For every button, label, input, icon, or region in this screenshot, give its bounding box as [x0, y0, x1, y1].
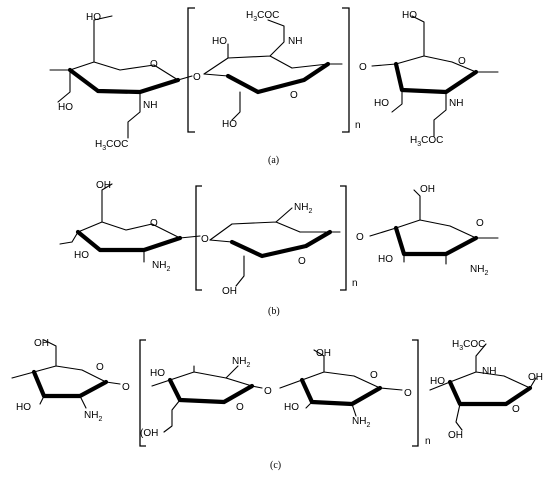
caption-a: (a): [268, 155, 279, 166]
ring-b2: NH2 OH O: [209, 202, 341, 297]
ring-c4: H3COC NH HO O OH OH: [429, 339, 543, 441]
label-ho: HO: [58, 102, 73, 113]
ring-c2: HO NH2 (OH O: [140, 356, 263, 439]
label-ho: HO: [374, 98, 389, 109]
label-ring-o: O: [458, 56, 466, 67]
label-ho: HO: [212, 36, 227, 47]
label-nh2: NH2: [232, 356, 250, 369]
label-oh: OH: [316, 348, 331, 359]
label-ho: HO: [378, 254, 393, 265]
bracket-left: [195, 185, 202, 291]
label-ring-o: O: [512, 404, 520, 415]
label-nh2: NH2: [84, 410, 102, 423]
ring-a3: HO O HO NH H3COC: [371, 10, 499, 148]
bracket-right: [342, 7, 350, 133]
label-nh2: NH2: [294, 202, 312, 215]
label-ring-o: O: [370, 370, 378, 381]
label-glycosidic-o: O: [356, 232, 364, 243]
label-oh: OH: [448, 430, 463, 441]
label-glycosidic-o: O: [264, 386, 272, 397]
label-ring-o: O: [96, 362, 104, 373]
repeat-index-n: n: [355, 120, 361, 131]
label-glycosidic-o: O: [359, 62, 367, 73]
label-oh: OH: [222, 286, 237, 297]
label-ho: HO: [402, 10, 417, 21]
repeat-index-n: n: [352, 278, 358, 289]
ring-a1: HO HO NH O H3COC: [49, 12, 193, 152]
label-ho: HO: [74, 250, 89, 261]
panel-a: HO HO NH O H3COC O n H3COC NH HO HO O O: [49, 7, 499, 166]
label-oh: OH: [528, 372, 543, 383]
label-ho: HO: [86, 12, 101, 23]
label-ho: HO: [284, 402, 299, 413]
ring-c1: OH HO NH2 O: [11, 338, 121, 423]
bracket-right: [340, 185, 347, 291]
label-glycosidic-o: O: [193, 72, 201, 83]
label-acetyl: H3COC: [246, 10, 279, 23]
bracket-right: [412, 339, 419, 447]
ring-a2: H3COC NH HO HO O: [203, 10, 343, 130]
label-acetyl: H3COC: [452, 339, 485, 352]
label-oh: OH: [34, 338, 49, 349]
label-ring-o: O: [150, 59, 158, 70]
label-nh: NH: [482, 366, 496, 377]
label-glycosidic-o: O: [201, 234, 209, 245]
label-ring-o: O: [236, 402, 244, 413]
label-oh: OH: [96, 180, 111, 191]
ring-b1: OH HO NH2 O: [59, 180, 201, 273]
label-ring-o: O: [150, 218, 158, 229]
label-oh: OH: [420, 184, 435, 195]
bracket-left: [187, 7, 195, 133]
caption-c: (c): [270, 460, 281, 471]
bracket-left: [139, 339, 146, 447]
label-glycosidic-o: O: [404, 388, 412, 399]
label-nh: NH: [143, 100, 157, 111]
label-acetyl: H3COC: [410, 135, 443, 148]
caption-b: (b): [268, 306, 280, 317]
repeat-index-n: n: [425, 436, 431, 447]
label-oh: (OH: [140, 428, 158, 439]
label-nh2: NH2: [152, 260, 170, 273]
label-nh: NH: [288, 36, 302, 47]
label-nh: NH: [449, 98, 463, 109]
label-ho: HO: [222, 119, 237, 130]
ring-c3: OH O HO NH2: [279, 348, 403, 429]
label-nh2: NH2: [470, 264, 488, 277]
label-ring-o: O: [476, 218, 484, 229]
ring-b3: OH O HO NH2: [369, 184, 499, 277]
label-glycosidic-o: O: [122, 382, 130, 393]
label-ho: HO: [16, 402, 31, 413]
label-nh2: NH2: [352, 416, 370, 429]
label-acetyl: H3COC: [95, 139, 128, 152]
panel-b: OH HO NH2 O O n NH2 OH O O: [59, 180, 499, 317]
panel-c: OH HO NH2 O O n HO NH2 (OH O O: [11, 338, 543, 471]
label-ring-o: O: [298, 256, 306, 267]
label-ho: HO: [150, 368, 165, 379]
label-ho: HO: [430, 376, 445, 387]
label-ring-o: O: [290, 90, 298, 101]
